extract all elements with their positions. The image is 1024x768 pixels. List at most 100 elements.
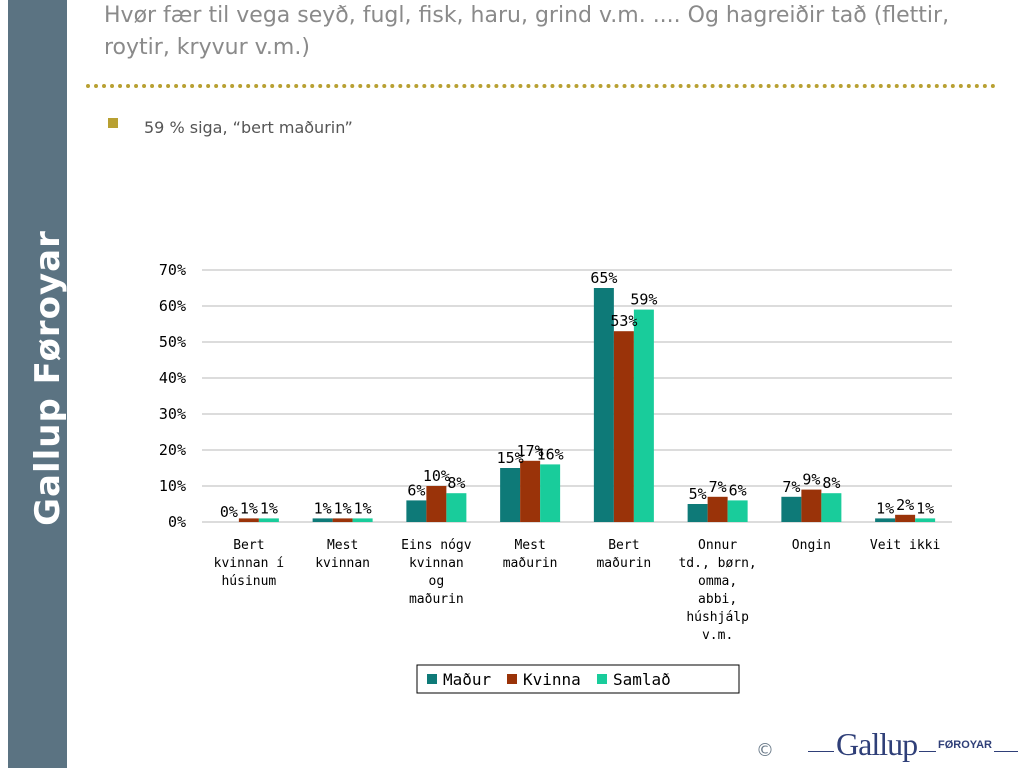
data-label: 8% <box>447 474 465 492</box>
chart-grid <box>202 269 952 523</box>
category-label: abbi, <box>698 592 737 607</box>
sidebar-brand: Gallup Føroyar <box>28 230 68 526</box>
bar <box>520 460 541 522</box>
bar <box>801 489 822 522</box>
category-label: Mest <box>327 538 358 553</box>
category-label: maðurin <box>503 556 558 571</box>
category-label: Bert <box>233 538 264 553</box>
category-label: v.m. <box>702 628 733 643</box>
category-label: maðurin <box>596 556 651 571</box>
slide-title: Hvør fær til vega seyð, fugl, fisk, haru… <box>104 3 950 60</box>
data-label: 1% <box>314 499 332 517</box>
category-label: td., børn, <box>678 556 756 571</box>
bar <box>446 493 467 522</box>
legend-label: Kvinna <box>523 670 581 689</box>
gallup-logo: Gallup FØROYAR <box>808 724 1018 768</box>
category-label: Onnur <box>698 538 737 553</box>
y-tick-label: 60% <box>159 297 186 315</box>
data-label: 2% <box>896 496 914 514</box>
data-label: 16% <box>537 445 564 463</box>
bar <box>875 518 896 522</box>
data-label: 1% <box>876 499 894 517</box>
data-label: 5% <box>689 485 707 503</box>
bar <box>613 331 634 522</box>
data-label: 59% <box>630 291 657 309</box>
data-label: 53% <box>610 312 637 330</box>
bar <box>707 496 728 522</box>
logo-subtitle: FØROYAR <box>936 738 994 752</box>
data-label: 7% <box>709 478 727 496</box>
category-label: omma, <box>698 574 737 589</box>
data-labels: 0% 1% 1% 1% 1% 1%6%10%8%15%17%16%65%53%59%5% 7… <box>220 269 934 521</box>
bar <box>727 500 748 522</box>
category-label: kvinnan í <box>214 556 284 571</box>
chart-bars <box>238 288 936 522</box>
data-label: 7% <box>782 478 800 496</box>
bar <box>540 464 561 522</box>
data-label: 15% <box>497 449 524 467</box>
bullet-square-icon <box>108 118 118 128</box>
bar <box>258 518 279 522</box>
dotted-divider <box>86 84 996 88</box>
y-tick-label: 50% <box>159 333 186 351</box>
data-label: 1% <box>354 499 372 517</box>
data-label: 9% <box>802 471 820 489</box>
category-label: Mest <box>514 538 545 553</box>
data-label: 10% <box>423 467 450 485</box>
category-label: húshjálp <box>686 610 749 625</box>
y-tick-label: 70% <box>159 261 186 279</box>
bar <box>332 518 353 522</box>
bar <box>593 288 614 522</box>
category-label: maðurin <box>409 592 464 607</box>
category-label: Bert <box>608 538 639 553</box>
y-tick-label: 10% <box>159 477 186 495</box>
data-label: 8% <box>822 474 840 492</box>
bar <box>821 493 842 522</box>
chart-legend: Maður Kvinna Samlað <box>416 664 740 694</box>
category-label: húsinum <box>221 574 276 589</box>
data-label: 6% <box>729 481 747 499</box>
legend-swatch <box>597 674 607 684</box>
legend-box <box>416 664 740 694</box>
data-label: 1% <box>916 499 934 517</box>
y-axis-ticks: 0% 10% 20% 30% 40% 50% 60% 70% <box>159 261 186 531</box>
bar <box>915 518 936 522</box>
bar <box>406 500 427 522</box>
category-label: og <box>429 574 445 589</box>
y-tick-label: 30% <box>159 405 186 423</box>
category-label: Veit ikki <box>870 538 940 553</box>
copyright-symbol: © <box>756 740 774 761</box>
data-label: 0% <box>220 503 238 521</box>
y-tick-label: 40% <box>159 369 186 387</box>
category-label: kvinnan <box>409 556 464 571</box>
logo-wordmark: Gallup <box>834 724 920 764</box>
bar-chart: 0%10%20%30%40%50%60%70% 0% 1% 1% 1% 1% 1%6%10… <box>159 261 952 694</box>
x-axis-categories: Bert kvinnan í húsinum Mest kvinnan Eins nógv… <box>214 538 941 643</box>
data-label: 17% <box>517 442 544 460</box>
bar <box>781 496 802 522</box>
legend-swatch <box>507 674 517 684</box>
y-tick-label: 20% <box>159 441 186 459</box>
legend-label: Samlað <box>613 670 671 689</box>
category-label: Eins nógv <box>401 538 472 553</box>
bar <box>352 518 373 522</box>
bar <box>312 518 333 522</box>
bar <box>687 504 708 522</box>
data-label: 1% <box>334 499 352 517</box>
data-label: 65% <box>590 269 617 287</box>
legend-label: Maður <box>443 670 492 689</box>
bar <box>238 518 259 522</box>
legend-swatch <box>427 674 437 684</box>
bullet-text: 59 % siga, “bert maðurin” <box>144 118 353 137</box>
bar <box>895 514 916 522</box>
data-label: 1% <box>260 499 278 517</box>
category-label: kvinnan <box>315 556 370 571</box>
category-label: Ongin <box>792 538 831 553</box>
sidebar-band: Gallup Føroyar <box>8 0 68 768</box>
data-label: 6% <box>407 481 425 499</box>
data-label: 1% <box>240 499 258 517</box>
bar <box>426 486 447 522</box>
bar <box>500 468 521 522</box>
bar <box>633 309 654 522</box>
y-tick-label: 0% <box>168 513 186 531</box>
